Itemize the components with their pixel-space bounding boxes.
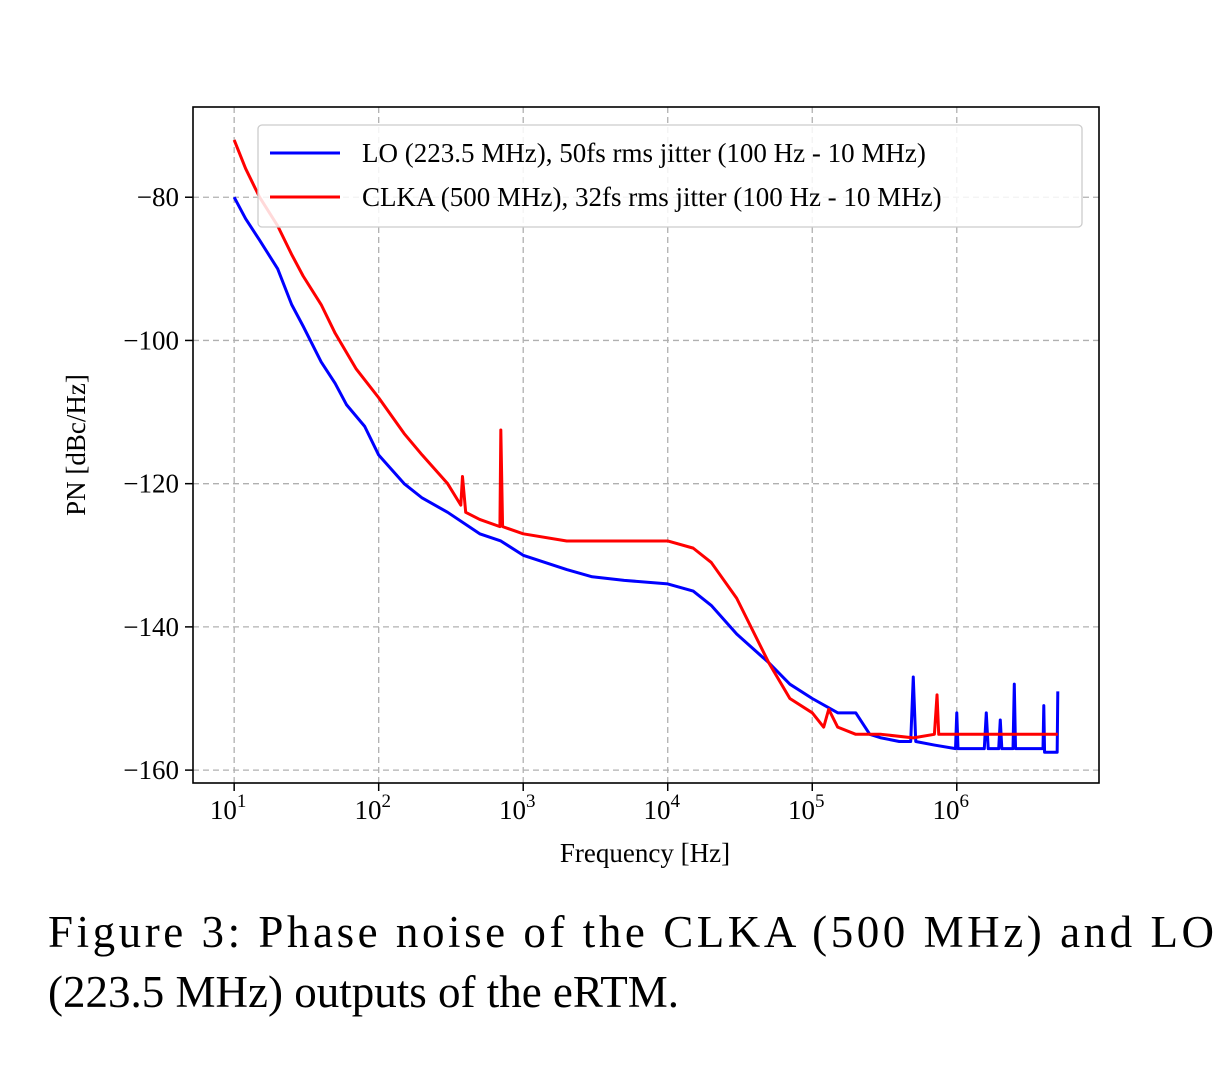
x-tick-label: 104: [643, 791, 680, 825]
x-tick-exponent: 2: [381, 791, 391, 812]
legend-label: LO (223.5 MHz), 50fs rms jitter (100 Hz …: [362, 138, 926, 168]
legend: LO (223.5 MHz), 50fs rms jitter (100 Hz …: [257, 124, 1083, 228]
x-tick-base: 10: [499, 795, 526, 825]
y-axis-label: PN [dBc/Hz]: [61, 374, 91, 516]
x-tick-exponent: 1: [237, 791, 247, 812]
x-tick-label: 102: [354, 791, 391, 825]
x-axis-label: Frequency [Hz]: [560, 838, 730, 868]
x-tick-label: 101: [210, 791, 247, 825]
caption-line: (223.5 MHz) outputs of the eRTM.: [48, 967, 679, 1017]
x-tick-exponent: 4: [670, 791, 680, 812]
legend-box: [257, 124, 1083, 228]
series-line: [232, 139, 1058, 740]
x-tick-label: 105: [788, 791, 825, 825]
y-tick-label: −120: [123, 469, 179, 499]
x-tick-label: 106: [933, 791, 970, 825]
x-tick-base: 10: [354, 795, 381, 825]
caption-line: Figure 3: Phase noise of the CLKA (500 M…: [48, 907, 1214, 957]
y-tick-label: −160: [123, 755, 179, 785]
x-tick-base: 10: [788, 795, 815, 825]
x-tick-exponent: 3: [526, 791, 536, 812]
axes-frame: [192, 106, 1100, 784]
series-line: [232, 196, 1060, 754]
y-tick-label: −80: [137, 182, 179, 212]
x-tick-base: 10: [933, 795, 960, 825]
y-tick-label: −100: [123, 325, 179, 355]
legend-label: CLKA (500 MHz), 32fs rms jitter (100 Hz …: [362, 182, 942, 212]
x-tick-label: 103: [499, 791, 536, 825]
x-tick-base: 10: [210, 795, 237, 825]
y-tick-label: −140: [123, 612, 179, 642]
x-tick-exponent: 5: [815, 791, 825, 812]
x-tick-base: 10: [643, 795, 670, 825]
x-tick-exponent: 6: [960, 791, 970, 812]
lines: [232, 139, 1060, 754]
